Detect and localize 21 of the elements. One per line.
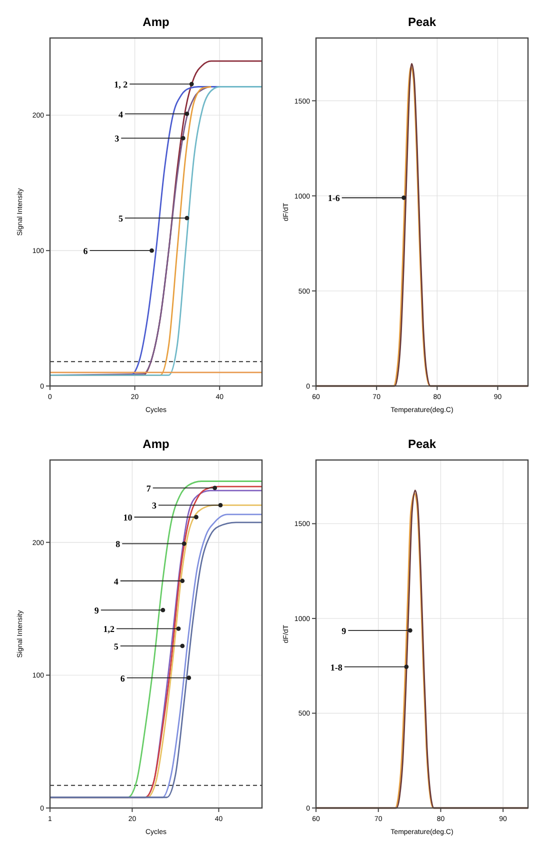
annotation: 4 xyxy=(118,109,124,120)
annotation: 1-8 xyxy=(330,662,343,672)
annotation: 6 xyxy=(83,246,88,256)
annotation: 1,2 xyxy=(103,624,115,634)
annotation: 4 xyxy=(114,576,119,586)
annotation: 6 xyxy=(120,673,126,684)
annotation: 3 xyxy=(114,134,120,144)
chart-title: Peak xyxy=(408,15,436,29)
annotation: 3 xyxy=(152,500,157,511)
annotation: 10 xyxy=(123,512,133,523)
chart-title: Amp xyxy=(142,437,170,451)
annotation: 9 xyxy=(94,606,100,616)
annotation: 1, 2 xyxy=(114,80,128,90)
annotation: 7 xyxy=(146,483,152,494)
annotation: 8 xyxy=(116,539,121,550)
annotation: 5 xyxy=(114,641,119,652)
annotation: 9 xyxy=(342,626,347,636)
chart-title: Amp xyxy=(142,15,170,29)
annotation: 5 xyxy=(118,214,124,224)
chart-title: Peak xyxy=(408,437,436,451)
annotation: 1-6 xyxy=(328,193,340,204)
